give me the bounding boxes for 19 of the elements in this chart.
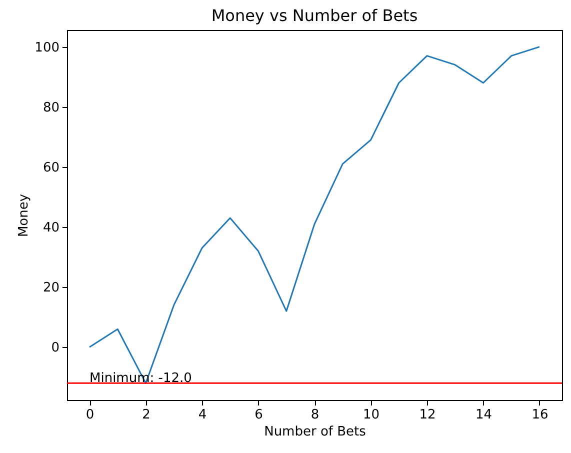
y-tick-label: 40 — [42, 220, 60, 236]
x-tick-label: 2 — [142, 408, 150, 422]
x-axis-title: Number of Bets — [264, 424, 366, 440]
y-tick-label: 20 — [42, 280, 60, 296]
line-series — [88, 46, 540, 384]
chart-title: Money vs Number of Bets — [211, 6, 418, 25]
x-tick-label: 6 — [254, 408, 263, 422]
x-tick-label: 4 — [198, 408, 207, 422]
y-tick-label: 0 — [51, 340, 60, 356]
y-tick-label: 100 — [34, 40, 60, 56]
y-axis-title: Money — [16, 194, 32, 238]
y-tick-label: 60 — [42, 160, 60, 176]
x-tick-label: 14 — [475, 408, 492, 422]
x-tick-label: 10 — [362, 408, 380, 422]
x-tick-label: 12 — [419, 408, 436, 422]
x-tick-label: 16 — [532, 408, 548, 422]
x-tick-label: 8 — [310, 408, 320, 422]
y-tick-label: 80 — [42, 100, 60, 116]
x-tick-label: 0 — [86, 408, 94, 422]
